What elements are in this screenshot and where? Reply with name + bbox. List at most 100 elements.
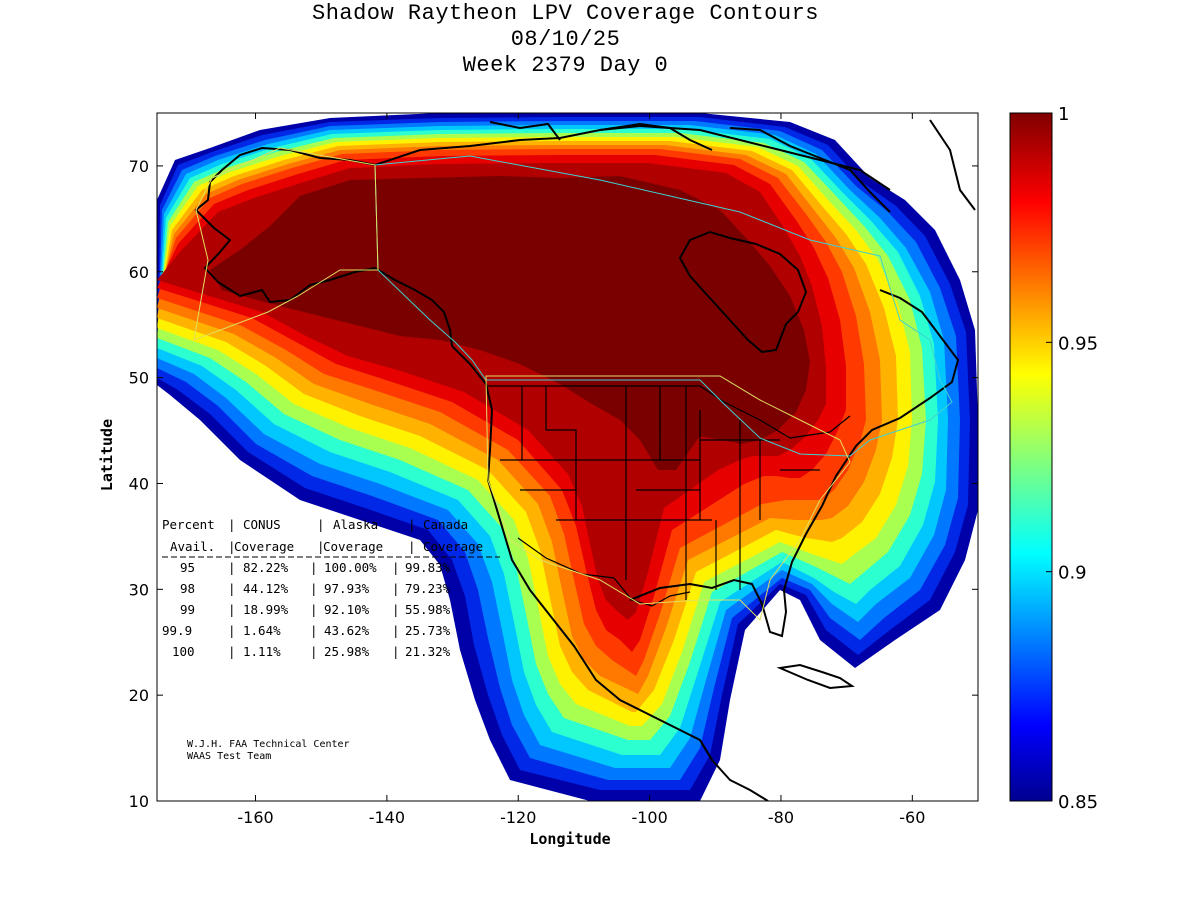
colorbar — [1009, 112, 1053, 802]
table-cell-canada: 55.98% — [405, 602, 451, 617]
coverage-table: Percent | CONUS | Alaska | Canada Avail.… — [162, 517, 500, 659]
x-tick-label: -60 — [899, 808, 925, 827]
y-tick-label: 60 — [129, 263, 149, 282]
mexico-border — [517, 537, 691, 607]
table-sep: | — [228, 560, 236, 575]
table-cell-conus: 18.99% — [243, 602, 289, 617]
table-cell-percent: 95 — [180, 560, 195, 575]
table-header-canada: Canada — [423, 517, 468, 532]
table-header-sep: | — [408, 517, 416, 532]
table-header-alaska: Alaska — [333, 517, 378, 532]
pacific-coast — [451, 345, 713, 761]
table-header-percent: Percent — [162, 517, 215, 532]
table-cell-alaska: 25.98% — [324, 644, 370, 659]
y-tick-label: 50 — [129, 369, 149, 388]
y-axis: 10 20 30 40 50 60 70 — [129, 157, 978, 811]
table-sep: | — [392, 602, 400, 617]
table-cell-conus: 82.22% — [243, 560, 289, 575]
conus-boundary — [485, 375, 851, 621]
contour-bands — [157, 113, 978, 801]
table-cell-alaska: 100.00% — [324, 560, 377, 575]
x-tick-label: -160 — [237, 808, 273, 827]
table-sep: | — [392, 560, 400, 575]
x-axis-label: Longitude — [529, 830, 610, 848]
table-header-sep: | — [408, 539, 416, 554]
table-header-cov-alaska: Coverage — [323, 539, 383, 554]
table-cell-percent: 100 — [172, 644, 195, 659]
table-cell-percent: 99 — [180, 602, 195, 617]
arctic-islands — [489, 119, 976, 213]
table-rows: 95 | 82.22% | 100.00% | 99.83% 98 | 44.12% | 97.93%… — [162, 560, 451, 659]
table-cell-canada: 25.73% — [405, 623, 451, 638]
cuba — [776, 663, 855, 690]
table-sep: | — [392, 644, 400, 659]
colorbar-ticks: 1 0.95 0.9 0.85 — [1046, 104, 1098, 813]
credit-line-2: WAAS Test Team — [187, 751, 271, 762]
table-sep: | — [392, 623, 400, 638]
y-tick-label: 30 — [129, 580, 149, 599]
colorbar-tick-label: 0.95 — [1058, 333, 1098, 354]
hudson-bay — [678, 230, 808, 354]
table-header-sep: | — [317, 539, 325, 554]
coastlines — [194, 119, 976, 801]
table-header-sep: | — [228, 539, 236, 554]
table-header-sep: | — [317, 517, 325, 532]
alaska-boundary — [193, 147, 379, 341]
service-boundaries — [193, 147, 953, 621]
table-sep: | — [228, 623, 236, 638]
table-header-avail: Avail. — [170, 539, 215, 554]
table-cell-conus: 1.11% — [243, 644, 281, 659]
table-sep: | — [228, 644, 236, 659]
central-america — [699, 739, 769, 801]
table-sep: | — [228, 581, 236, 596]
table-cell-canada: 79.23% — [405, 581, 451, 596]
table-header-sep: | — [228, 517, 236, 532]
chart-date: 08/10/25 — [510, 27, 621, 52]
table-cell-canada: 99.83% — [405, 560, 451, 575]
table-cell-conus: 44.12% — [243, 581, 289, 596]
y-tick-label: 70 — [129, 157, 149, 176]
chart-title: Shadow Raytheon LPV Coverage Contours — [312, 1, 819, 26]
colorbar-tick-label: 1 — [1058, 104, 1069, 125]
arctic-coast — [374, 124, 891, 191]
state-borders — [486, 385, 851, 607]
table-cell-conus: 1.64% — [243, 623, 281, 638]
table-header-cov-conus: Coverage — [234, 539, 294, 554]
y-tick-label: 10 — [129, 792, 149, 811]
state-lines — [500, 386, 820, 600]
x-tick-label: -80 — [768, 808, 794, 827]
plot-frame — [156, 112, 979, 802]
table-sep: | — [310, 581, 318, 596]
gulf-atlantic-coast — [629, 289, 960, 638]
table-sep: | — [310, 560, 318, 575]
colorbar-tick-label: 0.9 — [1058, 563, 1087, 584]
x-axis: -160 -140 -120 -100 -80 -60 — [237, 113, 925, 827]
alaska-coast — [194, 146, 376, 304]
us-canada-border — [486, 385, 851, 439]
table-cell-alaska: 43.62% — [324, 623, 370, 638]
x-tick-label: -140 — [369, 808, 405, 827]
table-sep: | — [310, 623, 318, 638]
table-cell-percent: 99.9 — [162, 623, 192, 638]
x-tick-label: -120 — [500, 808, 536, 827]
y-axis-label: Latitude — [98, 419, 116, 491]
chart-week: Week 2379 Day 0 — [462, 53, 669, 78]
table-cell-canada: 21.32% — [405, 644, 451, 659]
credit-line-1: W.J.H. FAA Technical Center — [187, 739, 350, 750]
table-cell-alaska: 92.10% — [324, 602, 370, 617]
alaska-panhandle — [374, 267, 453, 347]
colorbar-tick-label: 0.85 — [1058, 792, 1098, 813]
table-sep: | — [228, 602, 236, 617]
canada-boundary — [374, 155, 953, 457]
table-sep: | — [392, 581, 400, 596]
table-sep: | — [310, 602, 318, 617]
y-tick-label: 20 — [129, 686, 149, 705]
x-tick-label: -100 — [631, 808, 667, 827]
table-header-conus: CONUS — [243, 517, 281, 532]
table-cell-percent: 98 — [180, 581, 195, 596]
y-tick-label: 40 — [129, 474, 149, 493]
table-sep: | — [310, 644, 318, 659]
table-cell-alaska: 97.93% — [324, 581, 370, 596]
table-header-cov-canada: Coverage — [423, 539, 483, 554]
